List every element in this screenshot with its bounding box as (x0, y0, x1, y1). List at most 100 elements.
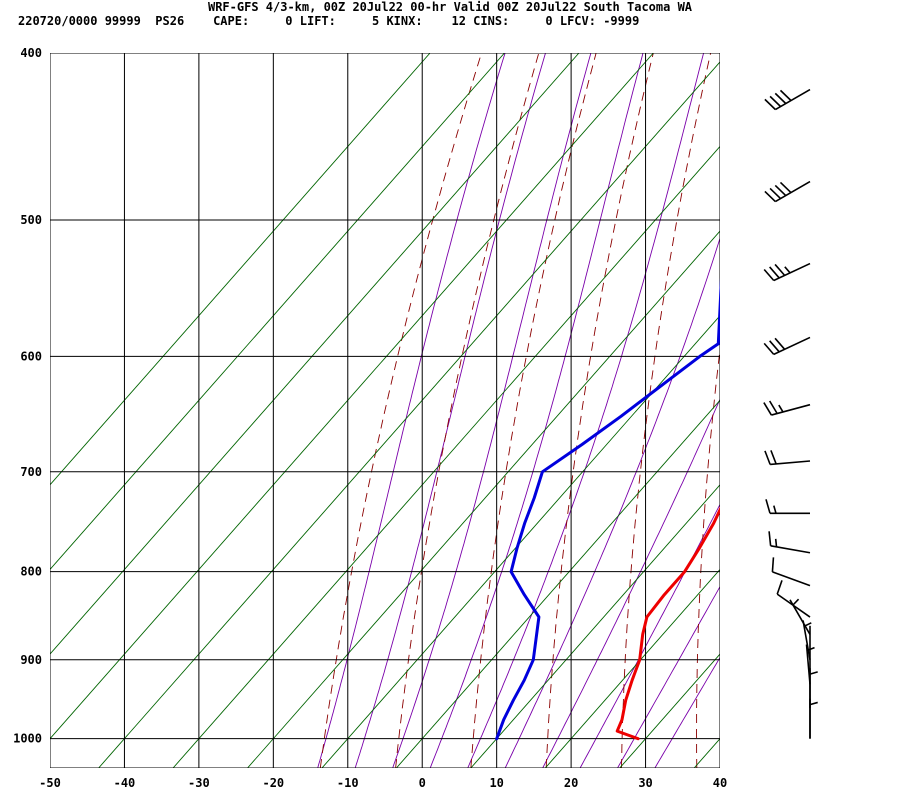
barb-full-feather (768, 400, 778, 414)
isotherm-10 (470, 484, 720, 768)
barb-half-feather (778, 404, 784, 413)
dewpoint-line (495, 277, 720, 741)
dry-adiabat-270 (395, 53, 540, 768)
moist-adiabat--10 (317, 53, 506, 768)
barb-full-feather (776, 580, 783, 595)
barb-full-feather (768, 531, 772, 546)
isotherm--30 (172, 145, 720, 768)
wind-barb-585 (763, 336, 811, 356)
x-tick-label-0: 0 (419, 776, 426, 790)
x-tick-label--10: -10 (337, 776, 359, 790)
moist-adiabat-35 (654, 656, 720, 768)
x-tick-label-30: 30 (638, 776, 652, 790)
barb-half-feather (774, 538, 778, 547)
isotherm-0 (396, 399, 720, 768)
barb-full-feather (764, 190, 776, 203)
barb-staff (773, 262, 811, 282)
barb-half-feather (809, 671, 818, 675)
barb-full-feather (779, 181, 792, 194)
barb-staff (774, 180, 811, 203)
barb-full-feather (774, 337, 786, 350)
barb-full-feather (774, 263, 786, 276)
isotherm-40 (693, 737, 720, 768)
wind-barb-475 (764, 180, 811, 203)
x-tick-label--50: -50 (39, 776, 61, 790)
barb-half-feather (792, 598, 800, 606)
plot-area (50, 53, 883, 768)
isotherm--20 (247, 230, 720, 768)
moist-adiabat-10 (467, 53, 705, 768)
wind-barbs (763, 88, 818, 739)
barb-staff (802, 620, 811, 660)
barb-full-feather (769, 266, 780, 279)
y-tick-label-700: 700 (20, 465, 42, 479)
isotherm--80 (50, 53, 431, 486)
isotherm--70 (50, 53, 505, 571)
y-axis-labels: 400 500 600 700 800 900 1000 (13, 46, 42, 746)
wind-barb-740 (765, 499, 810, 515)
y-tick-label-800: 800 (20, 565, 42, 579)
x-tick-label--40: -40 (114, 776, 136, 790)
chart-title: WRF-GFS 4/3-km, 00Z 20Jul22 00-hr Valid … (208, 0, 693, 14)
barb-full-feather (769, 187, 782, 200)
barb-full-feather (770, 450, 777, 465)
barb-staff (770, 544, 811, 554)
isotherm--50 (50, 53, 654, 740)
barb-full-feather (765, 499, 771, 514)
moist-adiabat-25 (579, 503, 720, 768)
moist-adiabat-5 (429, 53, 644, 768)
isotherm--60 (50, 53, 580, 655)
wind-barb-870 (789, 598, 811, 635)
y-tick-label-500: 500 (20, 213, 42, 227)
barb-half-feather (809, 701, 818, 706)
barb-full-feather (764, 98, 776, 111)
x-tick-label-40: 40 (713, 776, 727, 790)
y-tick-label-400: 400 (20, 46, 42, 60)
barb-full-feather (769, 95, 782, 108)
moist-adiabat-30 (616, 585, 720, 768)
wind-barb-690 (764, 450, 811, 466)
barb-full-feather (774, 92, 787, 105)
moist-adiabat-0 (392, 53, 592, 768)
barb-full-feather (771, 557, 775, 572)
barb-staff (772, 571, 811, 587)
x-tick-label--30: -30 (188, 776, 210, 790)
barb-staff (774, 88, 811, 111)
dry-adiabat-320 (770, 53, 826, 768)
dry-adiabat-330 (841, 53, 883, 768)
wind-barb-850 (776, 580, 811, 618)
wind-barb-815 (771, 557, 811, 587)
moist-adiabat-20 (542, 398, 720, 768)
barb-half-feather (784, 266, 791, 274)
barb-full-feather (769, 340, 780, 353)
moist-adiabat-15 (504, 236, 720, 768)
y-tick-label-600: 600 (20, 349, 42, 363)
barb-half-feather (803, 622, 812, 628)
dry-adiabat-280 (470, 53, 597, 768)
dry-adiabat-310 (696, 345, 720, 768)
barb-staff (771, 403, 811, 416)
barb-full-feather (779, 89, 792, 102)
sounding-series (495, 277, 720, 741)
barb-full-feather (774, 184, 787, 197)
x-tick-label--20: -20 (262, 776, 284, 790)
dry-adiabat-290 (545, 53, 654, 768)
barb-half-feather (773, 505, 777, 514)
barb-full-feather (764, 450, 771, 465)
wind-barb-530 (763, 262, 811, 282)
dry-adiabat-260 (319, 53, 482, 768)
barb-full-feather (763, 268, 775, 282)
barb-staff (773, 336, 811, 356)
barb-full-feather (763, 342, 775, 355)
wind-barb-640 (763, 400, 811, 416)
y-tick-label-900: 900 (20, 653, 42, 667)
barb-full-feather (763, 402, 773, 416)
wind-barb-420 (764, 88, 811, 111)
wind-barb-900 (802, 620, 812, 660)
grid-lines (50, 53, 720, 768)
x-tick-label-20: 20 (564, 776, 578, 790)
isotherms (50, 53, 720, 768)
y-tick-label-1000: 1000 (13, 732, 42, 746)
chart-subtitle: 220720/0000 99999 PS26 CAPE: 0 LIFT: 5 K… (18, 14, 639, 28)
